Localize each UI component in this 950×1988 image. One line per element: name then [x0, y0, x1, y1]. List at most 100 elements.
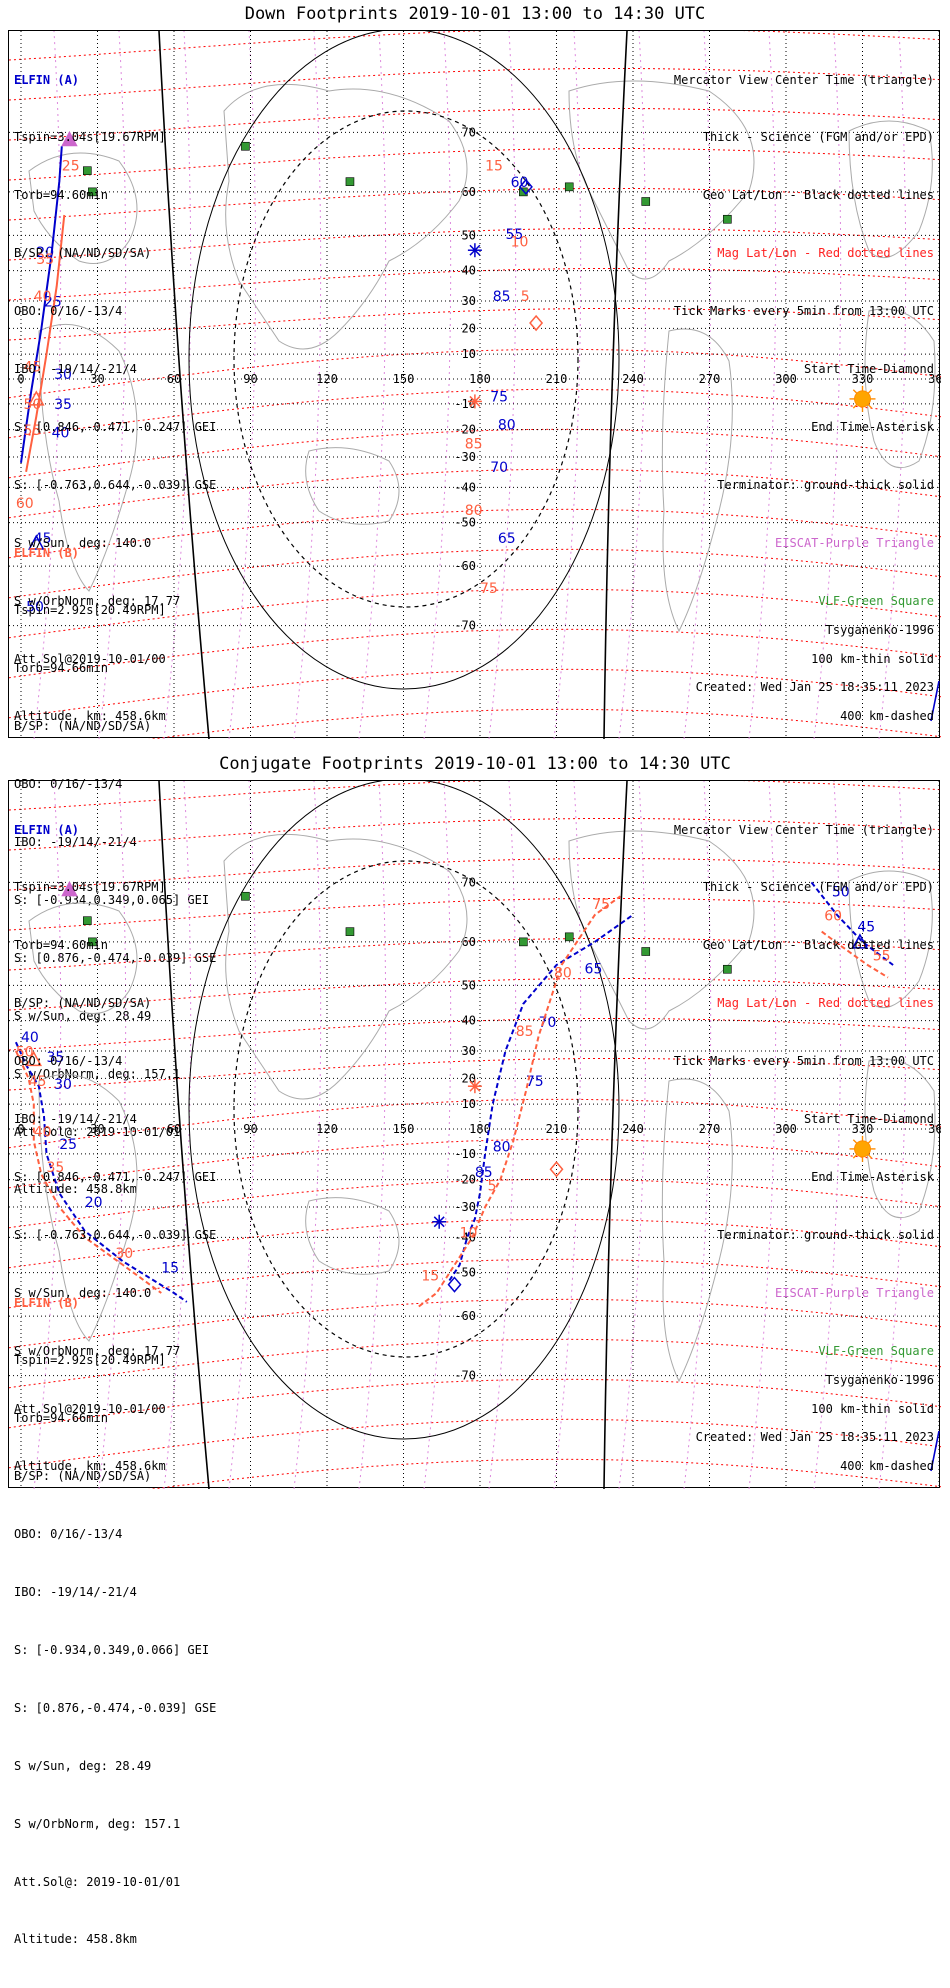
fov-100km-oval [188, 31, 620, 690]
legend-item: EISCAT-Purple Triangle [775, 535, 934, 550]
tick-label: 15 [485, 159, 503, 175]
tick-label: 25 [62, 159, 80, 175]
vlf-site-square [345, 177, 355, 186]
elfin-a-info: ELFIN (A) Tspin=3.04s[19.67RPM] Torb=94.… [14, 782, 216, 1515]
mag-lon-line [488, 31, 517, 739]
tick-label: 55 [24, 423, 42, 439]
mag-lat-line [9, 1138, 941, 1189]
lat-label: -10 [454, 397, 476, 411]
info-line: Tspin=2.92s[20.49RPM] [14, 1353, 166, 1368]
vlf-site-square [641, 197, 651, 206]
coastline [223, 833, 468, 1100]
tick-label: 40 [21, 1030, 39, 1046]
info-line: S w/Sun, deg: 140.0 [14, 535, 152, 550]
legend-item: 400 km-dashed [840, 1459, 934, 1474]
tick-label: 85 [493, 289, 511, 305]
mag-lat-line [9, 978, 941, 1011]
mag-lat-line [9, 898, 941, 931]
footprint-trace [14, 1041, 188, 1303]
tick-label: 70 [539, 1015, 557, 1031]
mag-lat-line [9, 1218, 941, 1269]
legend-item: Tick Marks every 5min from 13:00 UTC [673, 1054, 934, 1069]
mag-lon-line [163, 781, 192, 1489]
model-label: Tsyganenko-1996 [825, 1373, 934, 1387]
tick-label: 75 [490, 389, 508, 405]
mag-lon-line [163, 31, 192, 739]
mag-lat-line [9, 308, 941, 341]
terminator-line [158, 781, 210, 1489]
mag-lon-line [358, 31, 387, 739]
lon-label: 180 [469, 372, 491, 386]
lat-label: -40 [454, 480, 476, 494]
info-line: Tspin=2.92s[20.49RPM] [14, 603, 166, 618]
tick-label: 85 [516, 1024, 534, 1040]
tick-label: 30 [115, 1246, 133, 1262]
legend-item: Geo Lat/Lon - Black dotted lines [702, 188, 934, 203]
legend-item: Thick - Science (FGM and/or EPD) [702, 880, 934, 895]
info-line: Tspin=3.04s[19.67RPM] [14, 130, 166, 145]
tick-label: 40 [34, 1124, 52, 1140]
mag-lon-line [683, 781, 712, 1489]
lat-label: 60 [462, 185, 476, 199]
legend-item: Geo Lat/Lon - Black dotted lines [702, 938, 934, 953]
orbit-edge-line [930, 680, 940, 722]
tick-label: 60 [824, 909, 842, 925]
lat-label: 50 [462, 978, 476, 992]
mag-lon-line [748, 781, 777, 1489]
lat-label: 30 [462, 294, 476, 308]
footprint-trace [25, 214, 66, 472]
fov-400km-oval [233, 110, 579, 608]
end-asterisk [469, 395, 481, 407]
lat-label: 30 [462, 1044, 476, 1058]
vlf-site-square [723, 964, 732, 974]
lon-label: 330 [852, 372, 874, 386]
lat-label: -30 [454, 450, 476, 464]
mag-lon-line [228, 31, 257, 739]
mag-lon-line [293, 31, 322, 739]
mag-lon-line [488, 781, 517, 1489]
tick-label: 50 [832, 884, 850, 900]
info-line: Att.Sol@2019-10-01/00 [14, 651, 166, 666]
footprint-trace [14, 1050, 162, 1294]
elfin-b-info: ELFIN (B) Tspin=2.92s[20.49RPM] Torb=94.… [14, 1255, 216, 1988]
mag-lat-line [9, 1178, 941, 1229]
mag-lat-line [9, 548, 941, 599]
legend: Mercator View Center Time (triangle) Thi… [674, 32, 934, 765]
info-line: IBO: -19/14/-21/4 [14, 1585, 137, 1600]
lon-label: 90 [243, 372, 257, 386]
orbit-edge-line [930, 1430, 940, 1472]
panel-title: Down Footprints 2019-10-01 13:00 to 14:3… [244, 4, 706, 24]
coastline [661, 1078, 733, 1383]
tick-label: 30 [54, 367, 72, 383]
mag-lon-line [33, 781, 62, 1489]
lat-label: 20 [462, 321, 476, 335]
tick-label: 20 [85, 1195, 103, 1211]
tick-label: 30 [54, 1077, 72, 1093]
mag-lat-line [9, 588, 941, 639]
mag-lat-line [9, 1418, 941, 1469]
mag-lon-line [813, 781, 842, 1489]
info-line: S: [0.876,-0.474,-0.039] GSE [14, 950, 217, 965]
legend-item: 400 km-dashed [840, 709, 934, 724]
info-line: S: [-0.763,0.644,-0.039] GSE [14, 477, 217, 492]
mag-lat-line [9, 428, 941, 479]
tick-label: 75 [526, 1074, 544, 1090]
legend-item: Start Time-Diamond [803, 362, 934, 377]
info-line: B/SP: (NA/ND/SD/SA) [14, 996, 152, 1011]
mag-lon-line [293, 781, 322, 1489]
mag-lon-line [878, 31, 907, 739]
tick-label: 15 [161, 1261, 179, 1277]
fov-400km-oval [233, 860, 579, 1358]
mag-lon-line [878, 781, 907, 1489]
lon-label: 150 [393, 1122, 415, 1136]
legend-item: Mercator View Center Time (triangle) [673, 822, 934, 837]
tick-label: 40 [52, 426, 70, 442]
info-line: S w/Sun, deg: 28.49 [14, 1008, 152, 1023]
legend-item: EISCAT-Purple Triangle [775, 1285, 934, 1300]
info-line: IBO: -19/14/-21/4 [14, 362, 137, 377]
coastline [661, 328, 733, 633]
map-frame: 0306090120150180210240270300330360706050… [8, 780, 941, 1946]
mag-lat-line [9, 668, 941, 719]
coastline [38, 323, 138, 592]
mag-lat-line [9, 148, 941, 181]
